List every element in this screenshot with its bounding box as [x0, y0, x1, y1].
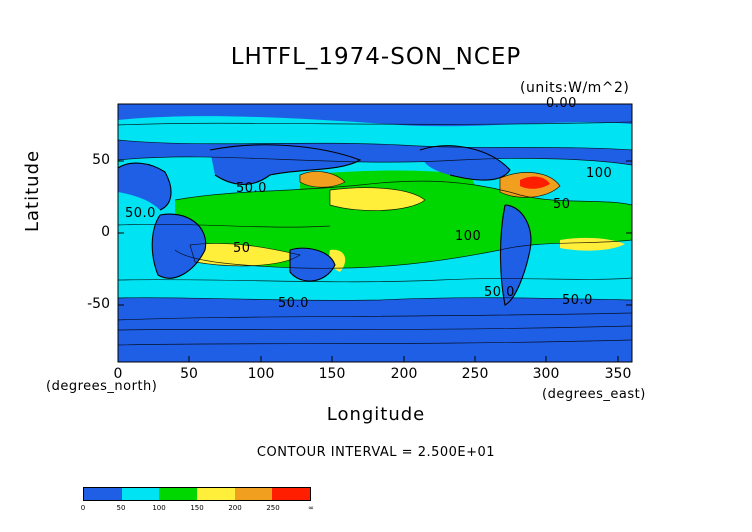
color-scale-bar	[83, 487, 311, 501]
contour-label: 50.0	[236, 181, 267, 196]
contour-label: 50	[233, 241, 251, 256]
color-swatch	[272, 488, 311, 500]
contour-label: 50.0	[278, 296, 309, 311]
color-swatch	[121, 488, 160, 500]
x-tick-label: 100	[247, 366, 275, 382]
contour-label: 100	[455, 229, 482, 244]
y-axis-label: Latitude	[22, 149, 43, 232]
contour-label: 50.0	[125, 206, 156, 221]
x-axis-label: Longitude	[326, 404, 426, 425]
contour-label: 50.0	[562, 293, 593, 308]
top-value-label: 0.00	[546, 96, 577, 111]
contour-label: 50.0	[484, 285, 515, 300]
color-swatch	[84, 488, 122, 500]
y-tick-label: -50	[87, 296, 110, 312]
y-tick-label: 0	[101, 224, 110, 240]
contour-interval-note: CONTOUR INTERVAL = 2.500E+01	[256, 445, 496, 460]
x-tick-label: 200	[390, 366, 418, 382]
units-label: (units:W/m^2)	[520, 80, 630, 96]
color-swatch	[197, 488, 235, 500]
y-axis-sub-label: (degrees_north)	[46, 379, 158, 394]
x-tick-label: 150	[318, 366, 346, 382]
map-title: LHTFL_1974-SON_NCEP	[230, 44, 522, 70]
color-swatch	[234, 488, 273, 500]
x-tick-label: 300	[532, 366, 560, 382]
contour-label: 50	[553, 197, 571, 212]
x-tick-label: 350	[604, 366, 632, 382]
colorbar-tick: 250	[266, 504, 280, 512]
colorbar-tick: ∞	[308, 504, 314, 512]
map-field	[118, 104, 632, 362]
y-tick-label: 50	[92, 152, 110, 168]
x-tick-label: 250	[461, 366, 489, 382]
colorbar-tick: 200	[228, 504, 242, 512]
colorbar-tick: 0	[80, 504, 86, 512]
x-axis-sub-label: (degrees_east)	[542, 387, 646, 402]
colorbar-tick: 50	[116, 504, 126, 512]
colorbar-tick: 100	[152, 504, 166, 512]
contour-label: 100	[586, 166, 613, 181]
x-tick-label: 0	[113, 366, 123, 382]
color-swatch	[159, 488, 198, 500]
x-tick-label: 50	[180, 366, 198, 382]
colorbar-tick: 150	[190, 504, 204, 512]
